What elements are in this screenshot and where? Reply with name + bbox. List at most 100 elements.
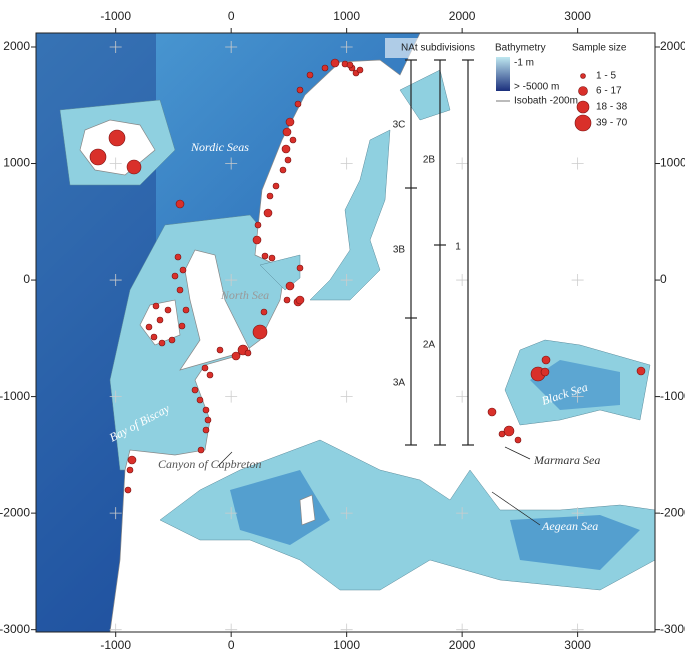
legend-label: 1 - 5 xyxy=(596,71,616,82)
sample-site xyxy=(285,117,295,127)
sample-site xyxy=(191,386,199,394)
legend-label: -1 m xyxy=(514,58,534,69)
label-bg xyxy=(453,239,463,255)
grid-cross xyxy=(109,157,122,170)
sea-label: Aegean Sea xyxy=(541,519,598,533)
size-swatch xyxy=(578,86,588,96)
sea-label: Nordic Seas xyxy=(190,140,249,154)
grid-cross xyxy=(456,390,469,403)
sample-site xyxy=(254,221,262,229)
sample-site xyxy=(127,455,137,465)
sample-site xyxy=(330,58,340,68)
sample-site xyxy=(266,192,274,200)
grid-cross xyxy=(571,274,584,287)
grid-cross xyxy=(225,623,238,632)
sample-site xyxy=(289,136,297,144)
sample-site xyxy=(306,71,314,79)
subdivision-bars xyxy=(405,59,474,446)
sample-site xyxy=(164,306,172,314)
x-tick-label: 0 xyxy=(228,638,235,652)
sample-site xyxy=(487,407,497,417)
y-tick-label: -3000 xyxy=(660,622,685,636)
sample-site xyxy=(540,367,550,377)
label-bg xyxy=(392,242,406,258)
sample-site xyxy=(296,86,304,94)
grid-cross xyxy=(456,157,469,170)
subdivision-label: 3C xyxy=(393,120,406,131)
grid-cross xyxy=(109,40,122,53)
y-tick-label: -3000 xyxy=(0,622,30,636)
skagerrak xyxy=(259,254,301,291)
sample-site xyxy=(196,396,204,404)
y-tick-label: 1000 xyxy=(3,156,30,170)
sample-site xyxy=(294,100,302,108)
grid-cross xyxy=(225,507,238,520)
grid-cross xyxy=(225,40,238,53)
deep-basin xyxy=(530,360,620,410)
subdivision-label: 2B xyxy=(423,155,436,166)
sample-site xyxy=(261,252,269,260)
sample-site xyxy=(126,159,142,175)
sample-site xyxy=(503,425,515,437)
baltic-sea xyxy=(309,129,391,301)
sample-site xyxy=(182,306,190,314)
sample-site xyxy=(206,371,214,379)
grid-cross xyxy=(340,623,353,632)
sample-site xyxy=(281,144,291,154)
x-tick-label: 1000 xyxy=(333,9,360,23)
sample-site xyxy=(498,430,506,438)
sample-site xyxy=(174,253,182,261)
grid-cross xyxy=(340,390,353,403)
x-tick-label: 0 xyxy=(228,9,235,23)
sample-site xyxy=(263,208,273,218)
sample-site xyxy=(126,466,134,474)
grid-crosses xyxy=(109,40,584,632)
grid-cross xyxy=(340,157,353,170)
subdivision-label: 3A xyxy=(393,378,406,389)
legend-label: > -5000 m xyxy=(514,82,559,93)
sample-site xyxy=(231,351,241,361)
label-bg xyxy=(421,152,437,168)
grid-cross xyxy=(225,274,238,287)
size-swatch xyxy=(576,100,590,114)
sample-site xyxy=(156,316,164,324)
sample-site xyxy=(295,295,305,305)
sample-site xyxy=(168,336,176,344)
sample-site xyxy=(260,308,268,316)
sample-site xyxy=(152,302,160,310)
y-tick-label: -2000 xyxy=(660,505,685,519)
y-tick-label: -2000 xyxy=(0,505,30,519)
sample-site xyxy=(202,426,210,434)
legend-label: 6 - 17 xyxy=(596,86,622,97)
sample-site xyxy=(178,322,186,330)
grid-cross xyxy=(571,507,584,520)
sample-site xyxy=(296,264,304,272)
sample-site xyxy=(145,323,153,331)
sample-site xyxy=(158,339,166,347)
y-tick-label: 2000 xyxy=(3,39,30,53)
grid-cross xyxy=(571,157,584,170)
grid-cross xyxy=(225,390,238,403)
legend-label: 39 - 70 xyxy=(596,118,628,129)
grid-cross xyxy=(456,623,469,632)
sample-site xyxy=(201,364,209,372)
grid-cross xyxy=(571,390,584,403)
x-tick-label: -1000 xyxy=(100,638,131,652)
subdivision-label: 2A xyxy=(423,340,436,351)
sample-site xyxy=(179,266,187,274)
sample-site xyxy=(321,64,329,72)
grid-cross xyxy=(109,623,122,632)
pointer xyxy=(491,491,541,526)
grid-cross xyxy=(456,507,469,520)
sample-site xyxy=(541,355,551,365)
grid-cross xyxy=(340,274,353,287)
sea-label: North Sea xyxy=(220,288,269,302)
label-bg xyxy=(392,117,406,133)
x-tick-label: 3000 xyxy=(564,638,591,652)
grid-cross xyxy=(109,390,122,403)
x-tick-label: 3000 xyxy=(564,9,591,23)
legend-bg xyxy=(490,38,650,134)
sea-label: Canyon of Capbreton xyxy=(158,457,262,471)
subdivision-label: 3B xyxy=(393,245,406,256)
deep-basin xyxy=(230,470,330,545)
